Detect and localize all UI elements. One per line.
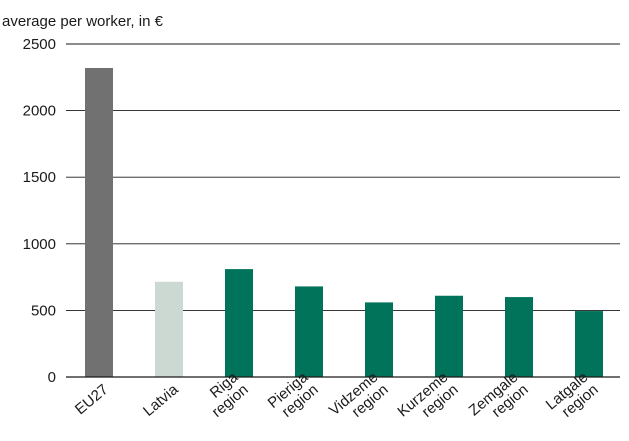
bar: [365, 302, 393, 377]
bar: [225, 269, 253, 377]
y-tick-label: 2500: [23, 36, 56, 53]
gridlines: [66, 43, 620, 311]
x-axis-ticks: EU27 Latvia Rigaregion Pierigaregion Vidzeme…: [72, 368, 602, 433]
svg-text:Latvia: Latvia: [140, 381, 182, 420]
y-tick-label: 0: [48, 369, 56, 386]
y-tick-label: 2000: [23, 103, 56, 120]
svg-text:Vidzemeregion: Vidzemeregion: [326, 369, 392, 432]
y-tick-label: 1500: [23, 169, 56, 186]
bar: [505, 297, 533, 377]
bar: [85, 67, 113, 377]
svg-text:EU27: EU27: [72, 381, 112, 418]
bar: [295, 286, 323, 377]
bar: [155, 281, 183, 377]
x-tick-label: Vidzemeregion: [326, 369, 392, 432]
x-tick-label: Zemgaleregion: [466, 369, 532, 432]
x-tick-label: Latvia: [140, 381, 182, 420]
y-axis-ticks: 0 500 1000 1500 2000 2500: [23, 36, 56, 386]
svg-text:Zemgaleregion: Zemgaleregion: [466, 369, 532, 432]
y-axis-title: average per worker, in €: [2, 13, 164, 30]
bar: [435, 295, 463, 377]
y-tick-label: 500: [31, 302, 56, 319]
bar: [575, 311, 603, 377]
x-tick-label: EU27: [72, 381, 112, 418]
x-tick-label: Kurzemeregion: [394, 369, 461, 433]
svg-text:Kurzemeregion: Kurzemeregion: [394, 369, 461, 433]
bars: [85, 67, 603, 377]
y-tick-label: 1000: [23, 236, 56, 253]
